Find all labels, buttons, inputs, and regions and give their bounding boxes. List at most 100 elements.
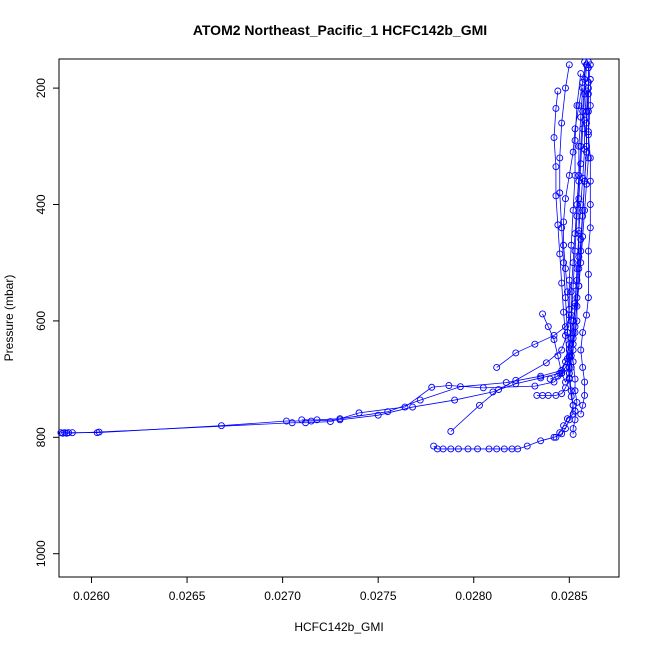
data-point bbox=[439, 445, 447, 453]
data-point bbox=[514, 445, 522, 453]
data-point bbox=[495, 386, 503, 394]
y-axis-label: Pressure (mbar) bbox=[2, 275, 16, 362]
data-point bbox=[571, 125, 579, 133]
series-line bbox=[496, 88, 584, 368]
data-point bbox=[474, 445, 482, 453]
y-axis: 200 400 600 800 1000 bbox=[34, 78, 59, 567]
x-tick-label: 0.0265 bbox=[169, 589, 206, 603]
data-point bbox=[416, 396, 424, 404]
data-point bbox=[326, 418, 334, 426]
data-point bbox=[562, 364, 569, 371]
data-point bbox=[586, 224, 594, 232]
data-point bbox=[567, 393, 575, 401]
plot-frame bbox=[58, 58, 620, 578]
data-point bbox=[577, 346, 585, 354]
data-point bbox=[577, 201, 585, 208]
data-point bbox=[556, 429, 564, 437]
data-point bbox=[577, 410, 585, 418]
data-point bbox=[569, 148, 577, 156]
data-point bbox=[464, 445, 472, 453]
data-point bbox=[579, 401, 587, 409]
x-axis: 0.0260 0.0265 0.0270 0.0275 0.0280 0.0285 bbox=[73, 577, 588, 603]
data-point bbox=[575, 282, 583, 290]
data-point bbox=[573, 302, 581, 310]
data-point bbox=[384, 408, 392, 416]
data-point bbox=[455, 445, 462, 453]
data-point bbox=[573, 201, 581, 208]
data-point bbox=[63, 429, 71, 437]
data-point bbox=[409, 403, 417, 411]
series-line bbox=[536, 67, 589, 396]
data-point bbox=[288, 419, 296, 427]
data-point bbox=[567, 288, 575, 296]
data-point bbox=[550, 433, 558, 441]
data-point bbox=[571, 302, 579, 310]
data-point bbox=[558, 119, 566, 127]
y-tick-label: 600 bbox=[34, 311, 48, 331]
data-point bbox=[512, 376, 520, 384]
data-point bbox=[567, 352, 575, 360]
data-point bbox=[485, 445, 493, 453]
data-point bbox=[537, 437, 545, 445]
data-point bbox=[531, 340, 539, 348]
data-point bbox=[563, 288, 571, 296]
data-point bbox=[445, 382, 453, 389]
data-point bbox=[579, 174, 587, 182]
data-point bbox=[447, 428, 455, 435]
data-point bbox=[579, 329, 587, 336]
data-point bbox=[546, 375, 554, 383]
data-point bbox=[569, 259, 577, 267]
series-line bbox=[553, 90, 574, 438]
data-point bbox=[401, 403, 409, 411]
y-tick-label: 400 bbox=[34, 194, 48, 214]
x-tick-label: 0.0270 bbox=[264, 589, 301, 603]
data-point bbox=[558, 279, 566, 287]
x-tick-label: 0.0285 bbox=[551, 589, 588, 603]
data-point bbox=[556, 154, 564, 162]
data-point bbox=[560, 308, 568, 316]
series-3 bbox=[298, 61, 573, 424]
data-point bbox=[586, 61, 594, 69]
data-point bbox=[500, 445, 508, 453]
series-1 bbox=[57, 58, 592, 437]
data-point bbox=[581, 206, 589, 214]
data-point bbox=[550, 336, 558, 343]
series-line bbox=[433, 61, 585, 450]
data-point bbox=[59, 429, 67, 437]
data-point bbox=[577, 259, 585, 267]
data-point bbox=[565, 353, 573, 361]
data-point bbox=[428, 383, 436, 391]
data-point bbox=[550, 134, 558, 142]
data-point bbox=[537, 374, 545, 382]
data-point bbox=[554, 352, 562, 360]
series-2 bbox=[59, 61, 590, 437]
data-point bbox=[552, 192, 560, 200]
series-10 bbox=[577, 61, 594, 418]
data-point bbox=[569, 340, 577, 348]
x-axis-label: HCFC142b_GMI bbox=[294, 620, 383, 634]
series-line bbox=[550, 79, 591, 380]
data-point bbox=[571, 247, 579, 255]
data-point bbox=[95, 428, 103, 436]
data-point bbox=[563, 415, 571, 423]
y-tick-label: 200 bbox=[34, 78, 48, 98]
data-point bbox=[575, 102, 583, 110]
data-point bbox=[581, 145, 589, 153]
data-point bbox=[558, 390, 566, 398]
data-point bbox=[573, 294, 581, 302]
data-point bbox=[562, 323, 569, 331]
data-point bbox=[571, 137, 579, 144]
data-point bbox=[298, 416, 306, 424]
data-point bbox=[584, 294, 592, 302]
data-point bbox=[586, 201, 594, 208]
data-point bbox=[575, 142, 583, 150]
data-point bbox=[583, 61, 590, 69]
data-point bbox=[562, 195, 569, 203]
data-point bbox=[447, 445, 455, 453]
data-point bbox=[571, 407, 579, 415]
data-point bbox=[562, 84, 569, 92]
series-line bbox=[301, 64, 570, 421]
chart-title: ATOM2 Northeast_Pacific_1 HCFC142b_GMI bbox=[193, 22, 487, 38]
data-point bbox=[336, 415, 344, 423]
data-point bbox=[575, 227, 583, 235]
